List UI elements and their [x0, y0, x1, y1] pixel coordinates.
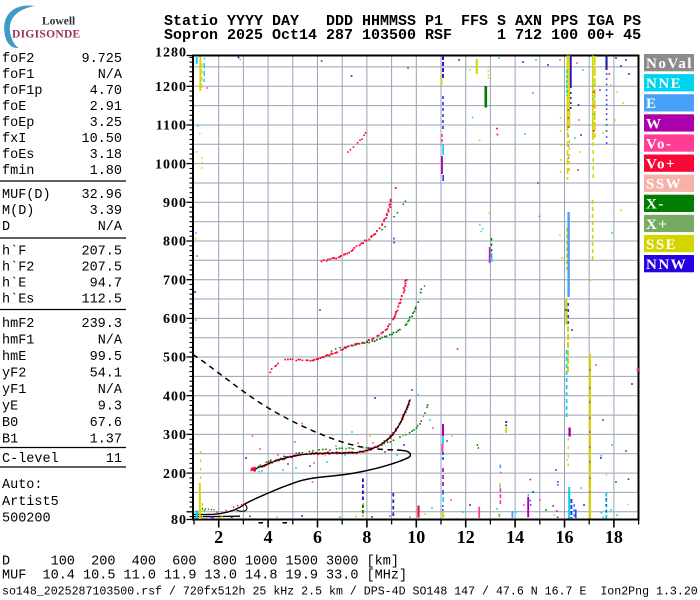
svg-text:9.725: 9.725	[81, 52, 122, 67]
svg-text:NoVal: NoVal	[646, 56, 693, 72]
svg-text:W: W	[646, 116, 663, 132]
svg-text:112.5: 112.5	[81, 292, 122, 307]
svg-text:B1: B1	[2, 432, 18, 447]
svg-text:207.5: 207.5	[81, 244, 122, 259]
svg-text:hmF1: hmF1	[2, 333, 34, 348]
svg-text:14: 14	[506, 527, 524, 547]
svg-text:200: 200	[163, 467, 187, 482]
svg-text:3.25: 3.25	[90, 116, 122, 131]
svg-text:M(D): M(D)	[2, 204, 34, 219]
svg-text:h`E: h`E	[2, 276, 26, 291]
svg-text:X+: X+	[646, 217, 668, 233]
svg-text:SSW: SSW	[646, 177, 682, 193]
svg-text:C-level: C-level	[2, 452, 59, 467]
svg-text:2.91: 2.91	[90, 100, 122, 115]
svg-text:h`F2: h`F2	[2, 260, 34, 275]
svg-text:300: 300	[163, 428, 187, 443]
svg-text:8: 8	[362, 527, 371, 547]
svg-text:h`Es: h`Es	[2, 292, 34, 307]
svg-text:Vo+: Vo+	[646, 157, 676, 173]
svg-text:500: 500	[163, 351, 187, 366]
svg-text:fxI: fxI	[2, 132, 26, 147]
svg-text:Statio YYYY DAY DDD HHMMSS P: Statio YYYY DAY DDD HHMMSS P1 FFS S AXN …	[164, 13, 641, 30]
svg-text:NNE: NNE	[646, 76, 682, 92]
svg-text:4.70: 4.70	[90, 84, 122, 99]
svg-text:1280: 1280	[155, 46, 187, 61]
svg-text:foEp: foEp	[2, 116, 34, 131]
svg-text:2: 2	[214, 527, 223, 547]
svg-text:N/A: N/A	[98, 220, 123, 235]
svg-text:hmE: hmE	[2, 350, 26, 365]
svg-text:D 100 200 400 600 800: D 100 200 400 600 800 1000 1500 3000 [km…	[2, 554, 399, 569]
svg-text:Lowell: Lowell	[42, 16, 75, 28]
svg-text:67.6: 67.6	[90, 416, 122, 431]
svg-text:3.18: 3.18	[90, 148, 122, 163]
svg-text:32.96: 32.96	[81, 188, 122, 203]
svg-text:foF1: foF1	[2, 68, 34, 83]
svg-text:Auto:: Auto:	[2, 478, 43, 493]
svg-text:16: 16	[556, 527, 574, 547]
svg-text:so148_2025287103500.rsf / 720f: so148_2025287103500.rsf / 720fx512h 25 k…	[2, 586, 698, 599]
svg-text:18: 18	[605, 527, 623, 547]
svg-text:B0: B0	[2, 416, 18, 431]
svg-text:yF2: yF2	[2, 366, 26, 381]
svg-text:foE: foE	[2, 100, 26, 115]
svg-text:E: E	[646, 96, 658, 112]
svg-text:1.37: 1.37	[90, 432, 122, 447]
svg-text:800: 800	[163, 235, 187, 250]
svg-text:foF2: foF2	[2, 52, 34, 67]
svg-text:hmF2: hmF2	[2, 317, 34, 332]
svg-text:D: D	[2, 220, 10, 235]
svg-text:9.3: 9.3	[98, 399, 122, 414]
svg-text:1100: 1100	[156, 119, 187, 134]
svg-text:DIGISONDE: DIGISONDE	[12, 29, 81, 41]
svg-text:500200: 500200	[2, 511, 51, 526]
svg-text:NNW: NNW	[646, 257, 687, 273]
svg-text:4: 4	[264, 527, 273, 547]
svg-text:80: 80	[171, 513, 187, 528]
svg-text:207.5: 207.5	[81, 260, 122, 275]
svg-text:99.5: 99.5	[90, 350, 122, 365]
svg-text:SSE: SSE	[646, 237, 677, 253]
svg-text:Artist5: Artist5	[2, 495, 59, 510]
svg-text:Sopron 2025 Oct14 287 103500 R: Sopron 2025 Oct14 287 103500 RSF 1 712 1…	[164, 27, 641, 44]
svg-text:6: 6	[313, 527, 322, 547]
svg-text:Vo-: Vo-	[646, 136, 672, 152]
svg-text:X-: X-	[646, 197, 665, 213]
svg-text:700: 700	[163, 273, 187, 288]
svg-text:12: 12	[457, 527, 475, 547]
svg-text:239.3: 239.3	[81, 317, 122, 332]
svg-text:yF1: yF1	[2, 383, 26, 398]
svg-text:400: 400	[163, 389, 187, 404]
svg-text:yE: yE	[2, 399, 18, 414]
svg-text:10.50: 10.50	[81, 132, 122, 147]
svg-text:N/A: N/A	[98, 383, 123, 398]
svg-text:600: 600	[163, 312, 187, 327]
svg-text:1.80: 1.80	[90, 164, 122, 179]
svg-text:MUF 10.4 10.5 11.0 11.9 13.0: MUF 10.4 10.5 11.0 11.9 13.0 14.8 19.9 3…	[2, 568, 407, 583]
svg-text:94.7: 94.7	[90, 276, 122, 291]
svg-text:1200: 1200	[155, 80, 187, 95]
svg-text:MUF(D): MUF(D)	[2, 188, 51, 203]
svg-text:900: 900	[163, 196, 187, 211]
svg-text:10: 10	[407, 527, 425, 547]
svg-text:fmin: fmin	[2, 164, 34, 179]
svg-text:foF1p: foF1p	[2, 84, 43, 99]
svg-text:1000: 1000	[155, 157, 187, 172]
svg-text:N/A: N/A	[98, 68, 123, 83]
svg-text:3.39: 3.39	[90, 204, 122, 219]
svg-text:foEs: foEs	[2, 148, 34, 163]
svg-text:54.1: 54.1	[90, 366, 122, 381]
svg-text:11: 11	[106, 452, 122, 467]
svg-text:N/A: N/A	[98, 333, 123, 348]
svg-text:h`F: h`F	[2, 244, 26, 259]
